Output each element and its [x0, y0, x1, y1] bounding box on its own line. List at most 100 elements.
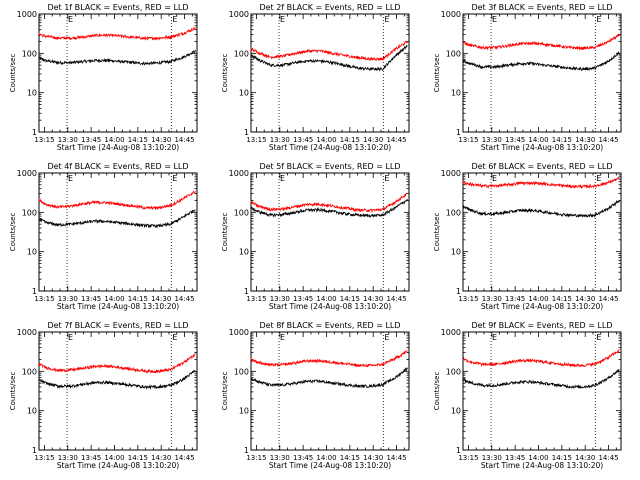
panel-title: Det 1f BLACK = Events, RED = LLD — [47, 3, 188, 12]
x-axis-label: Start Time (24-Aug-08 13:10:20) — [481, 143, 603, 152]
x-tick-label: 14:00 — [528, 454, 548, 462]
x-tick-label: 14:00 — [104, 295, 124, 303]
x-tick-label: 14:00 — [528, 136, 548, 144]
x-tick-label: 13:45 — [81, 295, 101, 303]
x-tick-label: 14:00 — [104, 136, 124, 144]
x-axis-label: Start Time (24-Aug-08 13:10:20) — [269, 143, 391, 152]
event-marker-label: E — [280, 333, 285, 342]
y-axis-label: Counts/sec — [433, 213, 441, 252]
x-tick-label: 13:30 — [482, 136, 502, 144]
x-tick-label: 13:45 — [505, 295, 525, 303]
x-tick-label: 13:15 — [246, 454, 266, 462]
y-tick-label: 1000 — [441, 10, 461, 19]
x-tick-label: 13:30 — [270, 295, 290, 303]
event-marker-label: E — [384, 15, 389, 24]
y-tick-label: 100 — [22, 367, 37, 376]
y-tick-label: 100 — [22, 49, 37, 58]
x-tick-label: 13:15 — [34, 136, 54, 144]
y-tick-label: 10 — [27, 248, 37, 257]
x-tick-label: 14:15 — [552, 136, 572, 144]
x-tick-label: 13:15 — [246, 295, 266, 303]
x-tick-label: 14:45 — [174, 136, 194, 144]
x-axis-label: Start Time (24-Aug-08 13:10:20) — [269, 302, 391, 311]
y-tick-label: 1000 — [441, 328, 461, 337]
y-tick-label: 100 — [446, 208, 461, 217]
x-tick-label: 14:00 — [316, 454, 336, 462]
y-tick-label: 10 — [239, 89, 249, 98]
x-tick-label: 14:30 — [151, 454, 171, 462]
event-marker-label: E — [596, 333, 601, 342]
y-axis-label: Counts/sec — [9, 372, 17, 411]
x-tick-label: 14:45 — [386, 136, 406, 144]
event-marker-label: E — [384, 333, 389, 342]
x-tick-label: 13:30 — [270, 136, 290, 144]
x-tick-label: 13:45 — [293, 454, 313, 462]
x-tick-label: 13:45 — [505, 136, 525, 144]
x-tick-label: 14:15 — [340, 454, 360, 462]
series-line-events — [462, 51, 620, 72]
panel-title: Det 8f BLACK = Events, RED = LLD — [259, 321, 400, 330]
plot-frame — [38, 13, 198, 133]
panel-title: Det 4f BLACK = Events, RED = LLD — [47, 162, 188, 171]
x-tick-label: 13:15 — [34, 295, 54, 303]
x-axis-label: Start Time (24-Aug-08 13:10:20) — [481, 461, 603, 470]
series-line-lld — [38, 190, 196, 211]
plot-frame — [462, 13, 622, 133]
panel-title: Det 6f BLACK = Events, RED = LLD — [471, 162, 612, 171]
y-tick-label: 10 — [451, 407, 461, 416]
x-tick-label: 14:45 — [174, 454, 194, 462]
y-axis-label: Counts/sec — [221, 54, 229, 93]
event-marker-label: E — [172, 333, 177, 342]
event-marker-label: E — [596, 15, 601, 24]
x-tick-label: 14:15 — [128, 295, 148, 303]
y-tick-label: 100 — [446, 49, 461, 58]
x-tick-label: 14:15 — [340, 295, 360, 303]
y-tick-label: 10 — [27, 407, 37, 416]
y-tick-label: 1000 — [229, 10, 249, 19]
event-marker-label: E — [280, 174, 285, 183]
event-marker-label: E — [280, 15, 285, 24]
x-tick-label: 14:30 — [575, 454, 595, 462]
x-tick-label: 13:30 — [270, 454, 290, 462]
series-line-lld — [462, 33, 620, 52]
y-tick-label: 10 — [27, 89, 37, 98]
series-line-events — [250, 44, 408, 72]
x-tick-label: 14:30 — [575, 295, 595, 303]
panel-4: Det 4f BLACK = Events, RED = LLD 1 10 100 10… — [9, 162, 198, 311]
y-tick-label: 1000 — [229, 328, 249, 337]
series-line-lld — [462, 348, 620, 368]
y-tick-label: 1000 — [17, 10, 37, 19]
y-tick-label: 1 — [32, 128, 37, 137]
panel-title: Det 7f BLACK = Events, RED = LLD — [47, 321, 188, 330]
x-tick-label: 14:00 — [316, 295, 336, 303]
series-line-events — [250, 198, 408, 218]
x-tick-label: 14:30 — [363, 295, 383, 303]
x-tick-label: 13:30 — [482, 295, 502, 303]
x-tick-label: 13:45 — [293, 295, 313, 303]
series-line-lld — [462, 177, 620, 189]
panel-7: Det 7f BLACK = Events, RED = LLD 1 10 100 10… — [9, 321, 198, 470]
y-tick-label: 1 — [244, 446, 249, 455]
x-axis-label: Start Time (24-Aug-08 13:10:20) — [269, 461, 391, 470]
panel-2: Det 2f BLACK = Events, RED = LLD 1 10 100 10… — [221, 3, 410, 152]
y-tick-label: 1 — [244, 287, 249, 296]
y-tick-label: 1000 — [17, 169, 37, 178]
panel-6: Det 6f BLACK = Events, RED = LLD 1 10 100 10… — [433, 162, 622, 311]
x-tick-label: 13:15 — [458, 295, 478, 303]
event-marker-label: E — [68, 174, 73, 183]
event-marker-label: E — [172, 15, 177, 24]
y-tick-label: 1000 — [229, 169, 249, 178]
y-axis-label: Counts/sec — [433, 54, 441, 93]
y-axis-label: Counts/sec — [221, 372, 229, 411]
event-marker-label: E — [492, 174, 497, 183]
event-marker-label: E — [384, 174, 389, 183]
y-tick-label: 1 — [456, 446, 461, 455]
panel-5: Det 5f BLACK = Events, RED = LLD 1 10 100 10… — [221, 162, 410, 311]
x-tick-label: 13:30 — [58, 454, 78, 462]
event-marker-label: E — [68, 333, 73, 342]
x-axis-label: Start Time (24-Aug-08 13:10:20) — [57, 302, 179, 311]
y-tick-label: 10 — [451, 89, 461, 98]
y-axis-label: Counts/sec — [221, 213, 229, 252]
panel-9: Det 9f BLACK = Events, RED = LLD 1 10 100 10… — [433, 321, 622, 470]
